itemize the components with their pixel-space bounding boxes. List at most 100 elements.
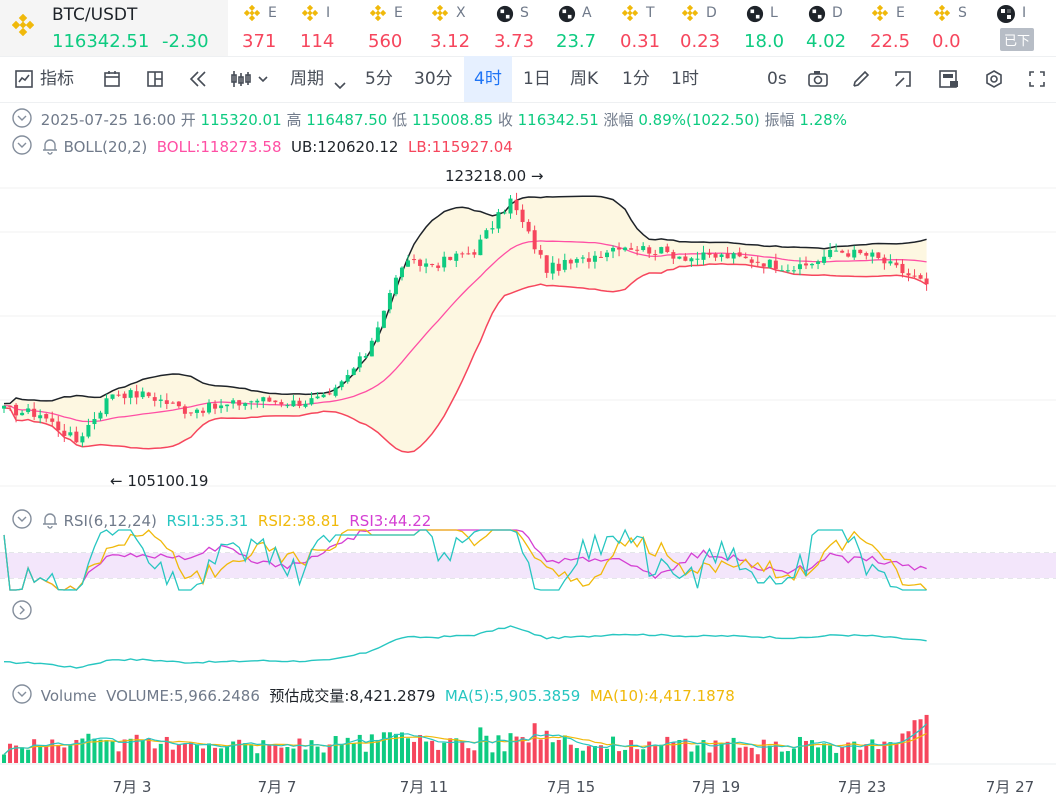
ticker-item[interactable]: D 4.02 (802, 0, 862, 56)
boll-label: BOLL(20,2) (63, 138, 148, 156)
candle-body (442, 256, 447, 268)
volume-bar (803, 740, 808, 763)
candle-body (508, 198, 513, 214)
boll-upper-line (3, 195, 927, 405)
ticker-item[interactable]: I 114 (296, 0, 356, 56)
candle-body (194, 409, 199, 413)
interval-5m[interactable]: 5分 (365, 69, 393, 89)
volume-bar (749, 747, 754, 763)
settings-icon[interactable] (984, 69, 1004, 93)
volume-bar (424, 741, 429, 763)
ticker-item[interactable]: E 22.5 (866, 0, 926, 56)
candle-body (858, 249, 863, 254)
ticker-name: S (958, 5, 967, 21)
interval-30m[interactable]: 30分 (414, 69, 453, 89)
candle-body (725, 253, 730, 259)
candle-body (617, 247, 622, 250)
draw-tool-icon[interactable] (893, 69, 913, 93)
ticker-item[interactable]: E 560 (364, 0, 424, 56)
candle-body (460, 253, 465, 255)
volume-bar (98, 739, 103, 763)
volume-bar (255, 753, 260, 763)
period-dropdown[interactable]: 周期 (290, 69, 324, 89)
candle-body (779, 270, 784, 272)
rsi-legend: RSI(6,12,24) RSI1:35.31 RSI2:38.81 RSI3:… (12, 509, 431, 533)
candle-body (454, 253, 459, 261)
volume-bar (237, 739, 242, 763)
ticker-value: 0.0 (932, 31, 961, 52)
candle-body (279, 402, 284, 405)
replay-icon[interactable] (188, 69, 210, 93)
candle-body (472, 252, 477, 255)
pencil-icon[interactable] (851, 69, 871, 93)
indicator-icon (14, 69, 34, 93)
volume-bar (695, 745, 700, 763)
interval-week[interactable]: 周K (570, 69, 599, 89)
candle-body (665, 246, 670, 253)
volume-bar (532, 723, 537, 763)
candle-body (430, 264, 435, 266)
candle-body (104, 398, 109, 415)
bell-icon[interactable] (41, 511, 59, 533)
indicator-expand (12, 600, 36, 624)
ticker-item[interactable]: X 3.12 (426, 0, 486, 56)
ticker-name: A (582, 5, 592, 21)
ticker-item[interactable]: S 3.73 (490, 0, 550, 56)
volume-bar (882, 741, 887, 763)
candle-body (418, 259, 423, 266)
collapse-icon[interactable] (12, 509, 32, 533)
current-pair-ticker[interactable]: BTC/USDT 116342.51 -2.30 (0, 0, 228, 56)
ticker-item[interactable]: D 0.23 (676, 0, 736, 56)
layout-icon[interactable] (145, 69, 165, 93)
ticker-item[interactable]: I 已下 (992, 0, 1056, 56)
fullscreen-icon[interactable] (1027, 69, 1047, 93)
chart-type-icon[interactable] (230, 69, 270, 93)
candle-body (327, 393, 332, 395)
ticker-item[interactable]: S 0.0 (928, 0, 988, 56)
boll-legend: BOLL(20,2) BOLL:118273.58 UB:120620.12 L… (12, 135, 513, 159)
candle-body (882, 257, 887, 264)
boll-band-fill (4, 196, 927, 453)
interval-4h[interactable]: 4时 (464, 56, 512, 102)
volume-bar (357, 734, 362, 763)
depth-toggle-icon[interactable] (938, 69, 960, 93)
interval-1d[interactable]: 1日 (523, 69, 551, 89)
ticker-value: 3.73 (494, 31, 535, 52)
candle-body (200, 410, 205, 413)
indicator-button[interactable]: 指标 (40, 69, 74, 89)
candle-body (737, 252, 742, 257)
bell-icon[interactable] (41, 137, 59, 159)
volume-bar (399, 732, 404, 763)
volume-bar (345, 737, 350, 763)
interval-1h[interactable]: 1时 (671, 69, 699, 89)
volume-bar (225, 745, 230, 763)
collapse-icon[interactable] (12, 135, 32, 159)
candle-body (243, 403, 248, 406)
candle-body (369, 340, 374, 357)
candle-body (26, 408, 31, 413)
ticker-item[interactable]: T 0.31 (616, 0, 676, 56)
open-value: 115320.01 (200, 111, 282, 129)
candle-body (399, 267, 404, 278)
volume-bar (430, 740, 435, 763)
ticker-name: S (520, 5, 529, 21)
ticker-item[interactable]: A 23.7 (552, 0, 612, 56)
volume-ma5-line (3, 723, 928, 755)
interval-1m[interactable]: 1分 (622, 69, 650, 89)
volume-bar (261, 740, 266, 763)
collapse-icon[interactable] (12, 684, 32, 708)
volume-bar (556, 739, 561, 763)
chevron-right-icon[interactable] (12, 600, 32, 624)
ticker-item[interactable]: L 18.0 (740, 0, 800, 56)
ticker-item[interactable]: E 371 (238, 0, 298, 56)
camera-icon[interactable] (807, 69, 829, 93)
volume-bar (496, 735, 501, 763)
volume-bar (580, 750, 585, 763)
candle-body (110, 394, 115, 399)
volume-bar (544, 730, 549, 763)
calendar-icon[interactable] (102, 69, 122, 93)
checker-icon (558, 5, 576, 27)
collapse-icon[interactable] (12, 108, 32, 132)
x-tick-label: 7月 19 (692, 778, 740, 796)
